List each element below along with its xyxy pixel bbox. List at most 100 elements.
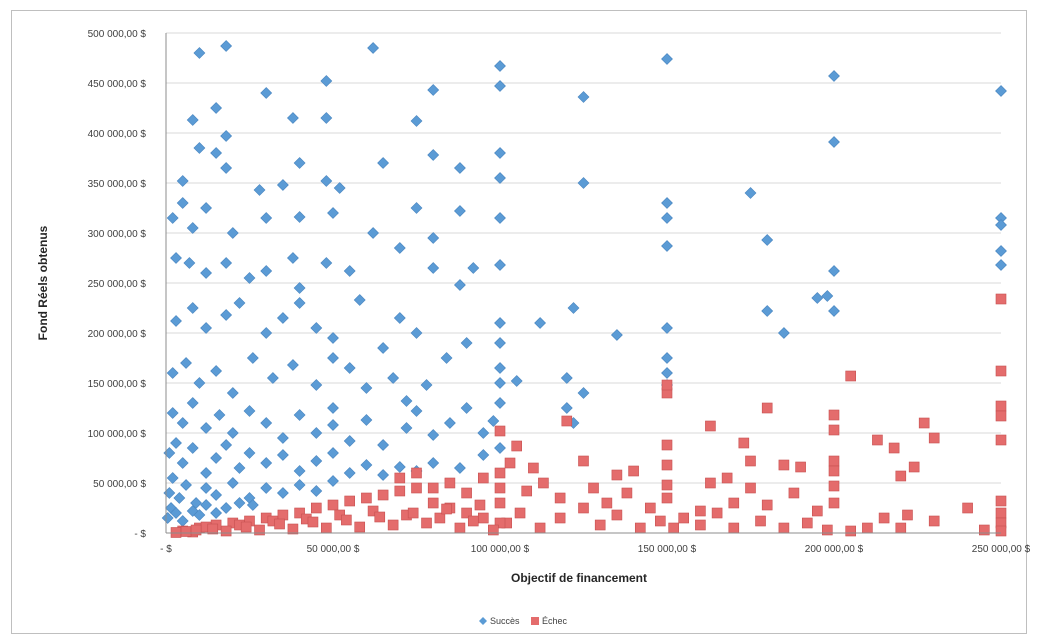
success-point: [180, 479, 192, 491]
failure-point: [554, 492, 566, 504]
failure-point: [374, 511, 386, 523]
success-point: [310, 455, 323, 467]
failure-point: [411, 467, 422, 479]
success-point: [176, 197, 189, 209]
failure-point: [611, 469, 623, 481]
success-point: [246, 499, 259, 511]
success-point: [360, 459, 373, 471]
failure-point: [254, 524, 265, 536]
failure-point: [755, 515, 766, 527]
y-axis-tick-labels: - $ 50 000,00 $ 100 000,00 $ 150 000,00 $ 20…: [88, 29, 147, 540]
failure-point: [822, 524, 833, 536]
failure-point: [711, 507, 723, 519]
legend-label: Succès: [490, 616, 520, 626]
success-point: [661, 240, 673, 252]
success-point: [567, 302, 580, 314]
failure-point: [477, 512, 489, 524]
success-point: [233, 462, 246, 474]
failure-point: [995, 365, 1007, 377]
failure-point: [578, 455, 589, 467]
failure-point: [528, 462, 539, 474]
failure-point: [367, 505, 379, 517]
y-tick-label: 250 000,00 $: [88, 279, 147, 290]
x-tick-label: 200 000,00 $: [805, 544, 864, 555]
failure-point: [908, 461, 920, 473]
failure-point: [494, 467, 506, 479]
failure-point: [287, 523, 299, 535]
success-point: [367, 42, 380, 54]
failure-point: [444, 477, 456, 489]
success-point: [427, 232, 440, 244]
failure-point: [294, 507, 305, 519]
failure-point: [995, 495, 1007, 507]
success-point: [320, 257, 333, 269]
failure-point: [220, 525, 232, 537]
success-point: [661, 197, 673, 209]
success-point: [310, 427, 323, 439]
success-point: [744, 187, 757, 199]
success-point: [193, 142, 206, 154]
success-point: [661, 352, 673, 364]
success-point: [233, 497, 246, 509]
success-point: [343, 265, 356, 277]
success-point: [186, 397, 199, 409]
failure-point: [327, 499, 339, 511]
success-point: [494, 259, 506, 271]
success-point: [286, 359, 299, 371]
failure-point: [461, 487, 472, 499]
failure-point: [180, 526, 192, 537]
failure-point: [828, 455, 840, 467]
failure-point: [928, 432, 940, 444]
success-point: [226, 387, 239, 399]
success-point: [193, 509, 206, 521]
success-point: [327, 447, 339, 459]
failure-point: [494, 517, 506, 529]
success-point: [276, 179, 289, 191]
success-point: [327, 352, 339, 364]
failure-point: [578, 502, 589, 514]
success-point: [828, 305, 840, 317]
success-point: [577, 387, 590, 399]
success-point: [176, 417, 189, 429]
success-point: [560, 372, 573, 384]
failure-point: [761, 499, 773, 511]
failure-point: [902, 509, 913, 521]
y-tick-label: 450 000,00 $: [88, 79, 147, 90]
success-point: [393, 461, 406, 473]
success-point: [577, 91, 590, 103]
success-point: [176, 457, 189, 469]
failure-point: [795, 461, 806, 473]
success-point: [494, 212, 506, 224]
failure-point: [661, 439, 673, 451]
success-point: [166, 407, 179, 419]
success-point: [200, 499, 213, 511]
failure-point: [621, 487, 633, 499]
failure-point: [828, 409, 840, 421]
success-point: [453, 205, 466, 217]
failure-point: [467, 515, 479, 527]
failure-point: [441, 503, 452, 515]
failure-point: [634, 522, 646, 534]
success-point: [220, 439, 233, 451]
x-tick-label: 100 000,00 $: [471, 544, 530, 555]
success-point: [246, 352, 259, 364]
failure-point: [644, 502, 656, 514]
failure-point: [538, 477, 549, 489]
x-tick-label: - $: [160, 544, 172, 555]
failure-point: [454, 522, 466, 534]
failure-point: [361, 492, 372, 504]
success-point: [777, 327, 790, 339]
failure-point: [427, 497, 439, 509]
success-point: [220, 257, 233, 269]
y-tick-label: - $: [134, 529, 146, 540]
success-point: [494, 397, 506, 409]
failure-point: [862, 522, 873, 534]
failure-point: [594, 519, 606, 531]
success-point: [410, 405, 423, 417]
success-point: [293, 282, 306, 294]
success-point: [610, 329, 623, 341]
failure-point: [655, 515, 666, 527]
success-point: [410, 115, 423, 127]
success-point: [180, 357, 192, 369]
